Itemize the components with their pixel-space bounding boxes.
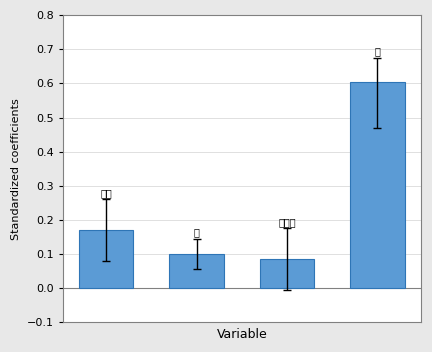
Y-axis label: Standardized coefficients: Standardized coefficients <box>11 98 21 240</box>
Bar <box>79 230 133 288</box>
Bar <box>350 82 405 288</box>
Text: 외관: 외관 <box>100 188 112 198</box>
X-axis label: Variable: Variable <box>216 328 267 341</box>
Text: 맛: 맛 <box>375 46 381 56</box>
Text: 조직감: 조직감 <box>278 217 296 227</box>
Bar <box>260 259 314 288</box>
Bar <box>169 254 224 288</box>
Text: 향: 향 <box>194 227 200 237</box>
